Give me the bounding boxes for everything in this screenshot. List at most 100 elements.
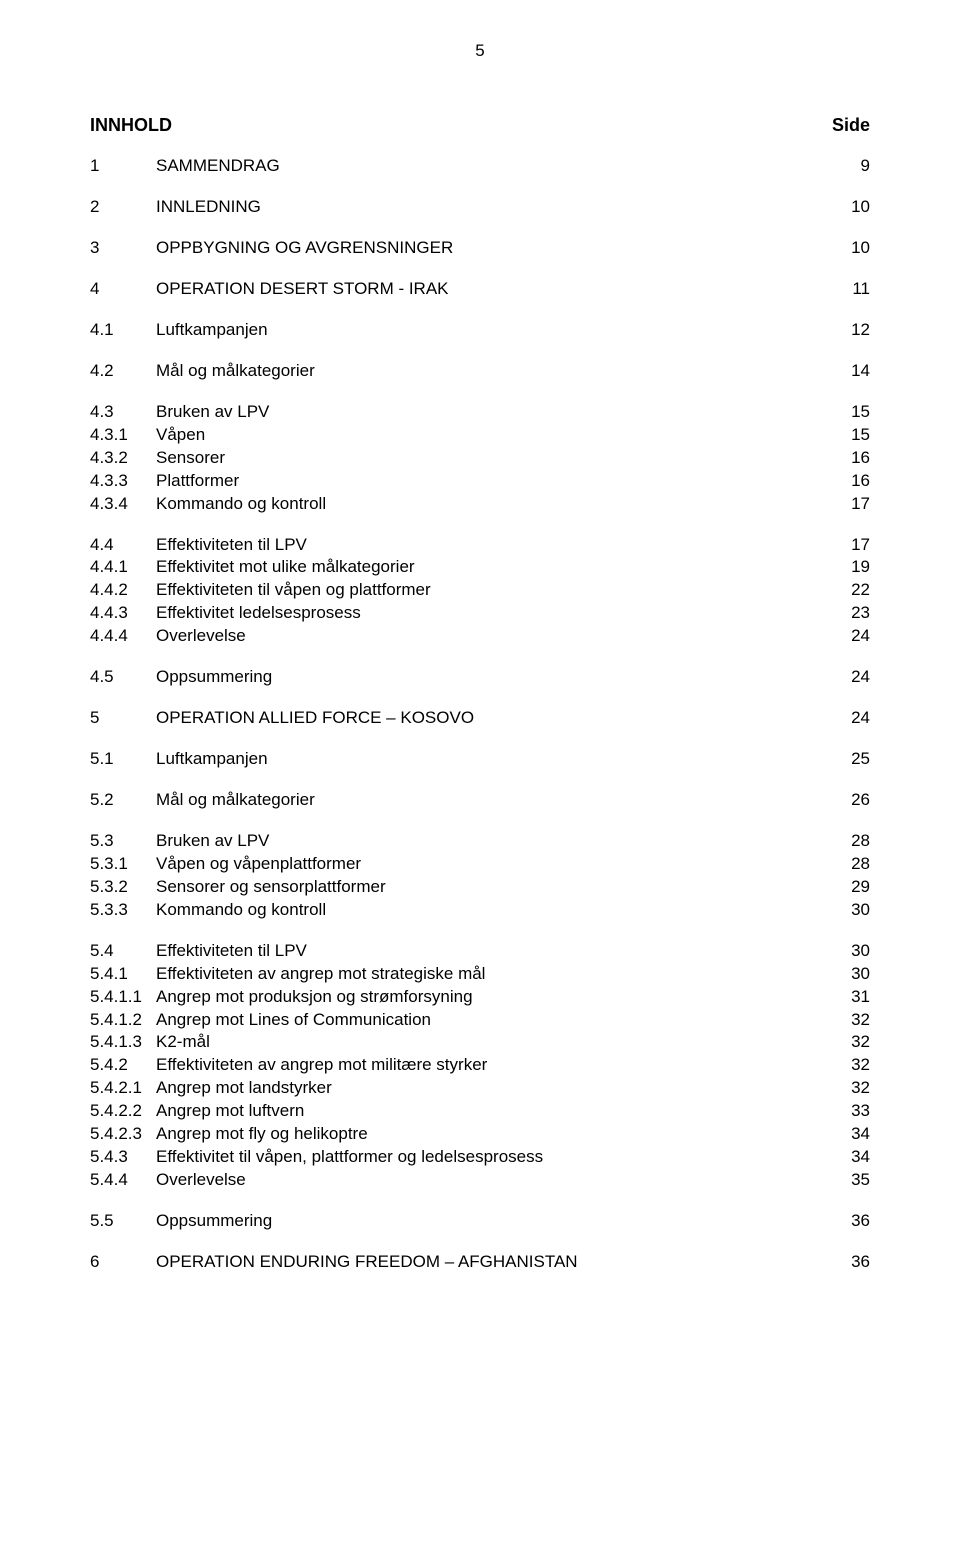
toc-entry-page: 30 — [831, 899, 870, 922]
toc-entry-page: 22 — [831, 579, 870, 602]
toc-entry: 4.3.2Sensorer 16 — [90, 447, 870, 470]
toc-entry-left: 4OPERATION DESERT STORM - IRAK — [90, 278, 449, 301]
toc-entry-page: 24 — [831, 707, 870, 730]
toc-entry-number: 5.5 — [90, 1210, 156, 1233]
toc-entry-left: 4.4.2Effektiviteten til våpen og plattfo… — [90, 579, 431, 602]
toc-entry: 5.3.1Våpen og våpenplattformer 28 — [90, 853, 870, 876]
toc-entry-left: 6OPERATION ENDURING FREEDOM – AFGHANISTA… — [90, 1251, 578, 1274]
toc-entry-title: Kommando og kontroll — [156, 899, 326, 922]
toc-entry-number: 5.1 — [90, 748, 156, 771]
toc-entry-number: 5.4 — [90, 940, 156, 963]
toc-entry-number: 5.4.1.3 — [90, 1031, 156, 1054]
toc-entry-page: 24 — [831, 666, 870, 689]
toc-entry-number: 5.3.3 — [90, 899, 156, 922]
toc-entry: 5.4Effektiviteten til LPV 30 — [90, 940, 870, 963]
toc-entry: 5.1Luftkampanjen25 — [90, 748, 870, 771]
toc-entry-left: 4.3.2Sensorer — [90, 447, 225, 470]
toc-entry: 4.2Mål og målkategorier14 — [90, 360, 870, 383]
toc-entry: 4.5Oppsummering 24 — [90, 666, 870, 689]
toc-entry-title: Kommando og kontroll — [156, 493, 326, 516]
toc-entry-left: 5.4Effektiviteten til LPV — [90, 940, 307, 963]
toc-entry-title: OPPBYGNING OG AVGRENSNINGER — [156, 237, 453, 260]
toc-entry-title: Effektiviteten av angrep mot militære st… — [156, 1054, 487, 1077]
toc-entry-page: 24 — [831, 625, 870, 648]
toc-entry-left: 1SAMMENDRAG — [90, 155, 280, 178]
page-number: 5 — [90, 40, 870, 63]
toc-entry-number: 5.4.1.1 — [90, 986, 156, 1009]
toc-entry-title: Angrep mot luftvern — [156, 1100, 304, 1123]
toc-entry-title: Effektiviteten til LPV — [156, 534, 307, 557]
toc-entry-left: 5.4.2.2Angrep mot luftvern — [90, 1100, 304, 1123]
toc-entry-title: K2-mål — [156, 1031, 210, 1054]
toc-entry: 3OPPBYGNING OG AVGRENSNINGER 10 — [90, 237, 870, 260]
toc-entry-left: 5.4.1.1Angrep mot produksjon og strømfor… — [90, 986, 473, 1009]
toc-entry-title: Bruken av LPV — [156, 830, 269, 853]
toc-entry: 5.4.3Effektivitet til våpen, plattformer… — [90, 1146, 870, 1169]
toc-entry-page: 17 — [831, 534, 870, 557]
toc-entry-left: 4.4.3Effektivitet ledelsesprosess — [90, 602, 361, 625]
toc-entry-title: OPERATION ALLIED FORCE – KOSOVO — [156, 707, 474, 730]
toc-entry-left: 5.4.2Effektiviteten av angrep mot militæ… — [90, 1054, 487, 1077]
toc-entry-title: INNLEDNING — [156, 196, 261, 219]
toc-entry: 4.3.1Våpen15 — [90, 424, 870, 447]
toc-entry-number: 5.4.2.3 — [90, 1123, 156, 1146]
toc-heading-right: Side — [832, 113, 870, 137]
toc-entry-left: 5.3.3Kommando og kontroll — [90, 899, 326, 922]
toc-entry-page: 36 — [831, 1210, 870, 1233]
toc-entry-page: 10 — [831, 196, 870, 219]
toc-entry: 6OPERATION ENDURING FREEDOM – AFGHANISTA… — [90, 1251, 870, 1274]
toc-entry-title: Angrep mot Lines of Communication — [156, 1009, 431, 1032]
toc-entry-left: 5.3.1Våpen og våpenplattformer — [90, 853, 361, 876]
toc-entry-title: Plattformer — [156, 470, 239, 493]
toc-entry-title: Overlevelse — [156, 1169, 246, 1192]
toc-entry-page: 16 — [831, 470, 870, 493]
toc-entry: 5.4.2.3Angrep mot fly og helikoptre34 — [90, 1123, 870, 1146]
toc-entry-page: 34 — [831, 1146, 870, 1169]
toc-entry-title: Luftkampanjen — [156, 748, 268, 771]
toc-entry: 5.4.1.3K2-mål32 — [90, 1031, 870, 1054]
toc-entry-left: 5.1Luftkampanjen — [90, 748, 268, 771]
toc-entry-page: 36 — [831, 1251, 870, 1274]
toc-entry-title: Effektiviteten til våpen og plattformer — [156, 579, 431, 602]
toc-entry-title: Angrep mot produksjon og strømforsyning — [156, 986, 473, 1009]
toc-entry-title: Oppsummering — [156, 1210, 272, 1233]
toc-entry-left: 4.3.1Våpen — [90, 424, 205, 447]
toc-entry-page: 32 — [831, 1009, 870, 1032]
toc-entry-page: 23 — [831, 602, 870, 625]
toc-entry-page: 16 — [831, 447, 870, 470]
toc-entry-title: Angrep mot fly og helikoptre — [156, 1123, 368, 1146]
toc-entry-left: 4.1Luftkampanjen — [90, 319, 268, 342]
toc-entry: 4.1Luftkampanjen12 — [90, 319, 870, 342]
toc-entry-number: 5.4.2.2 — [90, 1100, 156, 1123]
toc-entry-number: 4.3.2 — [90, 447, 156, 470]
toc-entry-title: Effektiviteten av angrep mot strategiske… — [156, 963, 485, 986]
toc-entry-page: 32 — [831, 1077, 870, 1100]
toc-entry-left: 4.3.4Kommando og kontroll — [90, 493, 326, 516]
toc-entry-page: 35 — [831, 1169, 870, 1192]
toc-entry-number: 4.3.1 — [90, 424, 156, 447]
toc-entry: 5.3.2Sensorer og sensorplattformer29 — [90, 876, 870, 899]
toc-entry: 5.4.4Overlevelse 35 — [90, 1169, 870, 1192]
toc-entry-left: 4.5Oppsummering — [90, 666, 272, 689]
toc-entry-page: 28 — [831, 853, 870, 876]
toc-entry-page: 9 — [841, 155, 870, 178]
toc-entry-number: 5.4.4 — [90, 1169, 156, 1192]
toc-entry-title: Effektivitet mot ulike målkategorier — [156, 556, 415, 579]
toc-entry: 5.4.1.1Angrep mot produksjon og strømfor… — [90, 986, 870, 1009]
toc-entry-number: 4.5 — [90, 666, 156, 689]
toc-entry: 5.4.2.1Angrep mot landstyrker32 — [90, 1077, 870, 1100]
toc-entry-page: 30 — [831, 940, 870, 963]
toc-entry-page: 26 — [831, 789, 870, 812]
toc-entry: 5.5Oppsummering 36 — [90, 1210, 870, 1233]
toc-entry-number: 5.4.1.2 — [90, 1009, 156, 1032]
toc-entry-number: 4.4.2 — [90, 579, 156, 602]
toc-entry-number: 4.3 — [90, 401, 156, 424]
toc-entry-page: 10 — [831, 237, 870, 260]
toc-entry-page: 33 — [831, 1100, 870, 1123]
toc-heading-left: INNHOLD — [90, 113, 172, 137]
toc-entry-title: Mål og målkategorier — [156, 789, 315, 812]
toc-entry-left: 4.4.4Overlevelse — [90, 625, 246, 648]
toc-entry-left: 5.2Mål og målkategorier — [90, 789, 315, 812]
toc-entry-number: 3 — [90, 237, 156, 260]
toc-entry-page: 15 — [831, 401, 870, 424]
